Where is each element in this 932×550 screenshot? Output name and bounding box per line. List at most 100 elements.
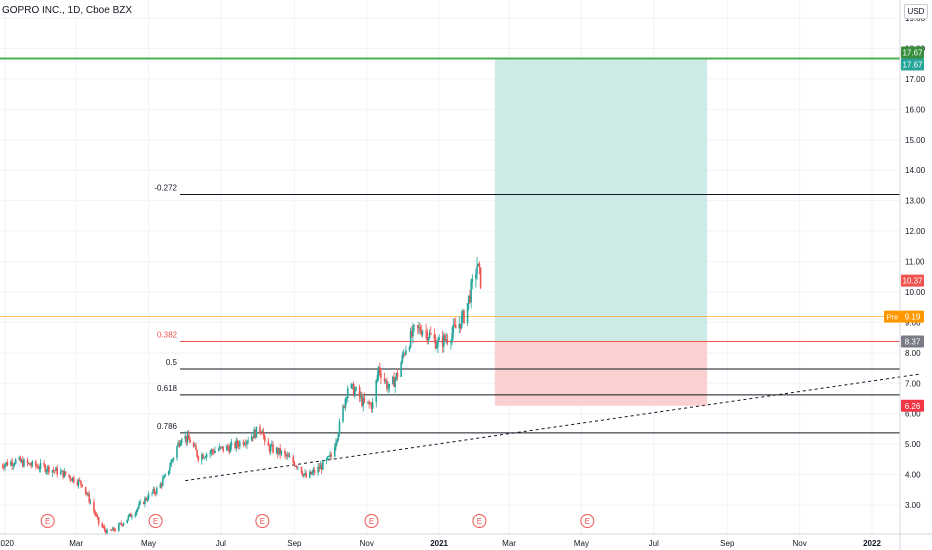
candle-body — [477, 263, 480, 266]
candle-body — [267, 441, 270, 446]
price-badge-target — [901, 46, 924, 59]
candle-body — [234, 442, 236, 448]
candle-body — [441, 337, 444, 347]
candle-body — [239, 441, 241, 447]
candle-body — [466, 303, 469, 324]
price-badge-label: 6.26 — [905, 402, 921, 411]
candle-body — [368, 401, 370, 404]
candle-body — [184, 435, 187, 440]
candle-body — [5, 462, 7, 465]
candle-body — [369, 403, 372, 405]
x-tick-label: May — [141, 539, 156, 548]
candle-body — [12, 464, 15, 466]
candle-body — [3, 466, 5, 468]
candle-body — [147, 493, 150, 500]
candle-body — [186, 434, 189, 442]
currency-label[interactable]: USD — [904, 4, 928, 19]
candle-body — [217, 449, 220, 451]
y-tick-label: 3.00 — [905, 501, 921, 510]
candle-body — [435, 346, 438, 349]
candle-body — [252, 436, 254, 439]
candle-body — [235, 440, 238, 448]
candle-body — [322, 461, 324, 470]
candle-body — [336, 439, 338, 443]
fib-label: 0.786 — [157, 422, 178, 431]
candle-body — [31, 461, 34, 466]
candle-body — [135, 509, 138, 514]
candle-body — [383, 378, 386, 382]
x-tick-label: 2022 — [863, 539, 881, 548]
y-tick-label: 8.00 — [905, 349, 921, 358]
candle-body — [102, 526, 105, 528]
candle-body — [46, 466, 49, 471]
y-tick-label: 4.00 — [905, 471, 921, 480]
candle-body — [320, 465, 323, 470]
candle-body — [244, 444, 247, 445]
candle-body — [344, 398, 347, 408]
candle-body — [408, 347, 411, 351]
candle-body — [45, 470, 48, 472]
candle-body — [470, 281, 472, 303]
x-tick-label: Mar — [502, 539, 516, 548]
candle-body — [416, 325, 419, 328]
candle-body — [458, 323, 461, 329]
candle-body — [405, 350, 407, 355]
candle-body — [362, 397, 364, 406]
candle-body — [72, 477, 75, 483]
y-tick-label: 9.00 — [905, 318, 921, 327]
candle-body — [396, 372, 399, 377]
candle-body — [294, 465, 297, 467]
candle-body — [120, 523, 123, 525]
y-tick-label: 12.00 — [905, 227, 926, 236]
candle-body — [71, 477, 74, 481]
earnings-marker — [148, 514, 163, 528]
earnings-marker-label: E — [585, 517, 590, 526]
candle-body — [97, 517, 100, 524]
candle-body — [313, 469, 316, 473]
candle-body — [137, 507, 139, 510]
candle-body — [161, 479, 164, 486]
candle-body — [37, 466, 40, 469]
candle-body — [172, 458, 175, 460]
candle-body — [275, 448, 278, 453]
candle-body — [112, 527, 114, 531]
x-tick-label: Mar — [69, 539, 83, 548]
candle-body — [304, 473, 306, 475]
candle-body — [95, 514, 98, 516]
candle-body — [88, 493, 91, 503]
candle-body — [77, 479, 80, 486]
candle-body — [134, 513, 137, 517]
candle-body — [254, 429, 257, 438]
candle-body — [375, 380, 378, 403]
candle-body — [26, 459, 29, 464]
candle-body — [126, 519, 128, 524]
candle-body — [295, 465, 298, 468]
candle-body — [78, 479, 81, 481]
candle-body — [114, 530, 117, 532]
earnings-marker-label: E — [45, 517, 50, 526]
candle-body — [437, 340, 439, 347]
fib-label: 0.382 — [157, 331, 178, 340]
y-tick-label: 6.00 — [905, 410, 921, 419]
candle-body — [284, 450, 286, 454]
candle-body — [127, 515, 130, 520]
candle-body — [56, 467, 58, 475]
price-badge-stop — [901, 399, 924, 412]
candle-body — [209, 452, 211, 455]
symbol-title[interactable]: GOPRO INC., 1D, Cboe BZX — [2, 5, 133, 16]
candle-body — [330, 454, 332, 457]
candle-body — [86, 492, 88, 495]
earnings-marker — [255, 514, 270, 528]
candle-body — [11, 461, 13, 466]
candle-body — [443, 335, 445, 347]
candle-body — [420, 331, 423, 335]
candle-body — [452, 324, 455, 333]
candle-body — [421, 330, 424, 335]
x-tick-label: Sep — [287, 539, 302, 548]
candle-body — [478, 263, 481, 268]
candle-body — [276, 448, 279, 454]
candle-body — [10, 461, 12, 466]
candle-body — [87, 493, 89, 495]
